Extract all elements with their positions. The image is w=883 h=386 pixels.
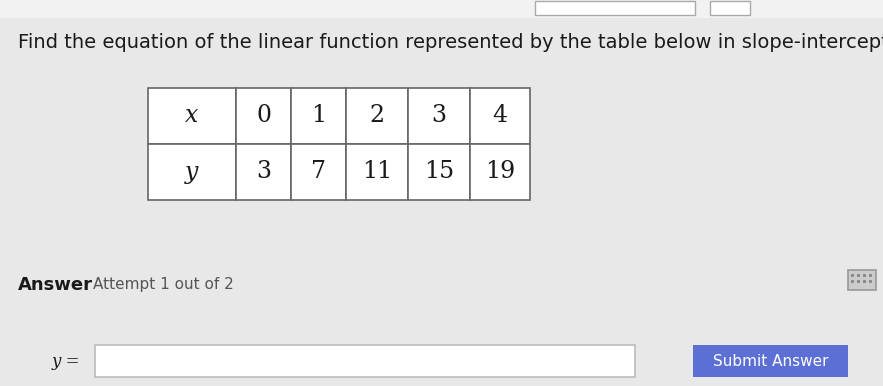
Bar [408,88,470,144]
Text: 4: 4 [493,105,508,127]
Text: 2: 2 [369,105,385,127]
Bar [710,1,750,15]
Bar [408,144,470,200]
Bar [848,270,876,290]
Bar [291,88,346,144]
Bar [470,88,530,144]
Bar [693,345,848,377]
Text: 3: 3 [256,161,271,183]
Bar [470,144,530,200]
Text: Attempt 1 out of 2: Attempt 1 out of 2 [93,278,234,293]
Bar [0,0,883,18]
Text: Find the equation of the linear function represented by the table below in slope: Find the equation of the linear function… [18,32,883,51]
Bar [95,345,635,377]
Bar [535,1,695,15]
Text: y: y [185,161,199,183]
Text: 7: 7 [311,161,326,183]
Text: 15: 15 [424,161,454,183]
Bar [291,144,346,200]
Text: 11: 11 [362,161,392,183]
Text: 3: 3 [432,105,447,127]
Bar [148,144,236,200]
Bar [346,144,408,200]
Bar [346,88,408,144]
Text: 0: 0 [256,105,271,127]
Bar [148,88,236,144]
Text: Submit Answer: Submit Answer [713,354,828,369]
Text: x: x [185,105,199,127]
Text: Answer: Answer [18,276,93,294]
Text: y =: y = [51,352,80,369]
Text: 1: 1 [311,105,326,127]
Bar [236,144,291,200]
Text: 19: 19 [485,161,515,183]
Bar [236,88,291,144]
